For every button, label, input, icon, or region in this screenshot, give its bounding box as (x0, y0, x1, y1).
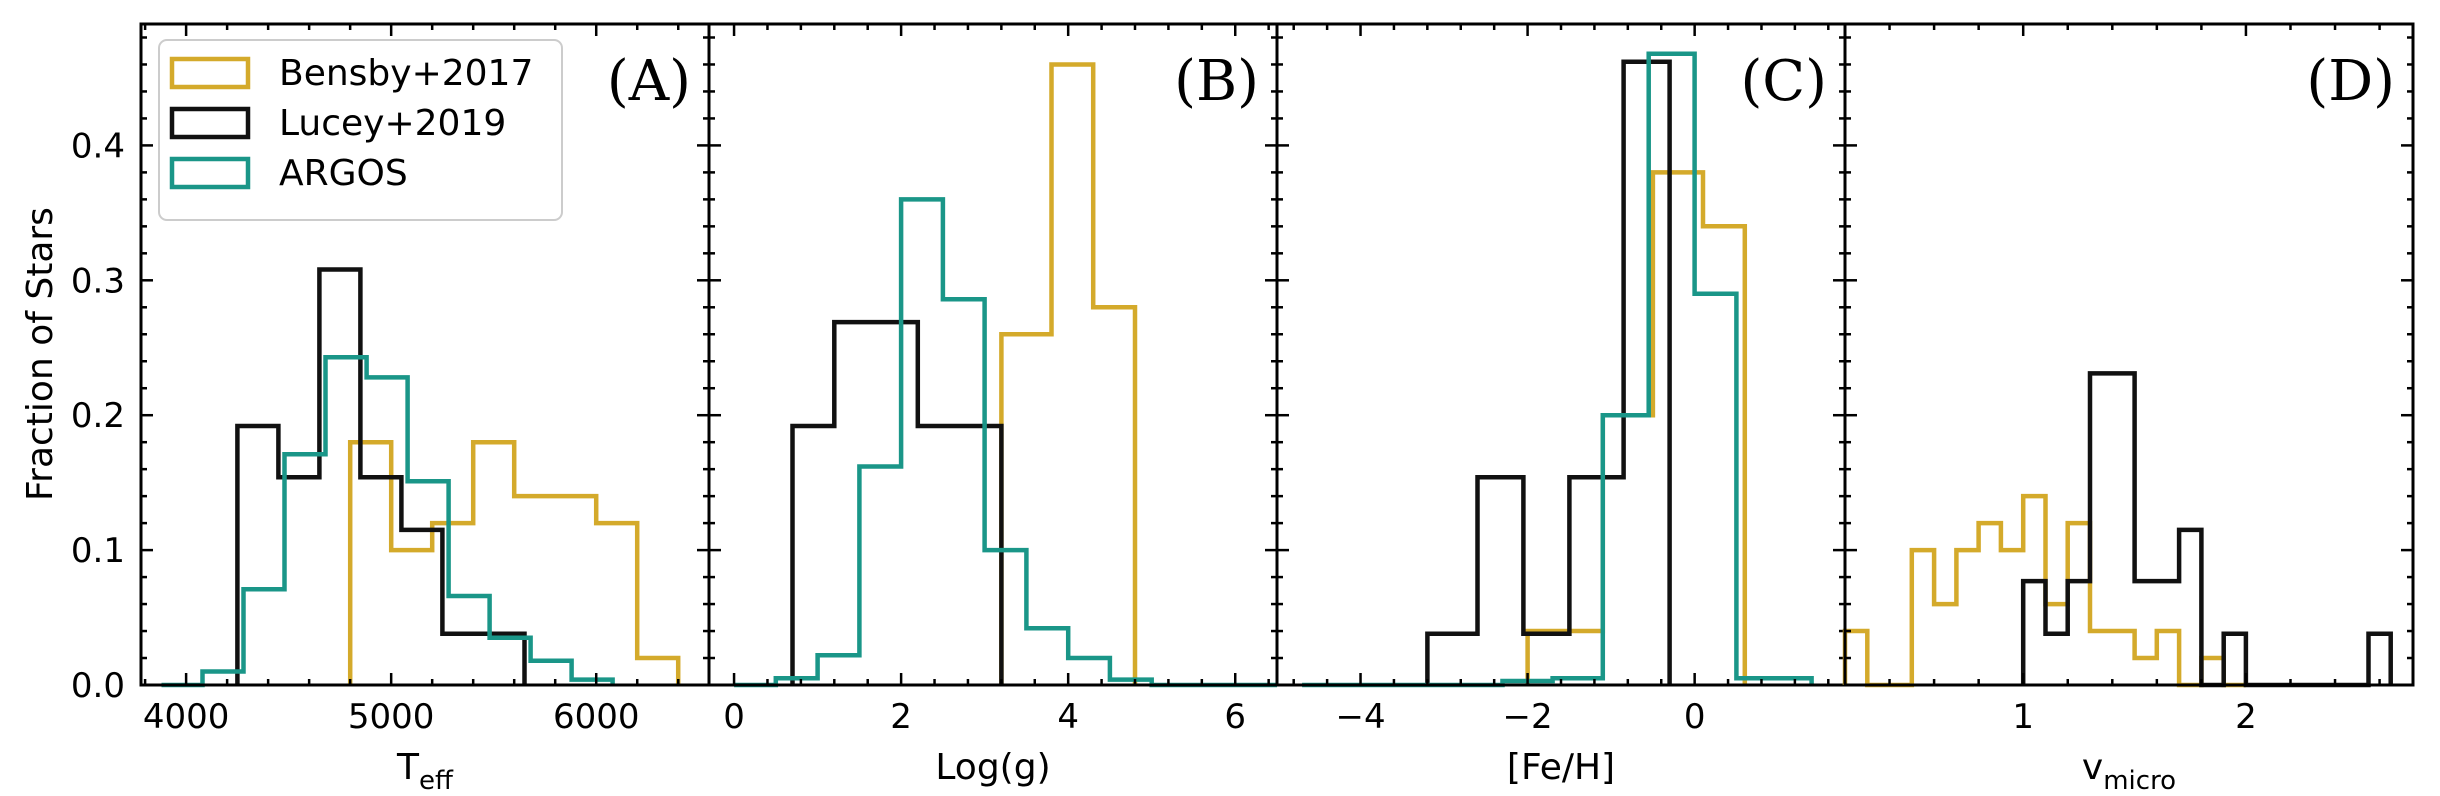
panel-1: 4000 5000 6000 0.0 0.1 0.2 0.3 0.4 Teff (A) (71, 22, 711, 796)
histogram-argos (734, 197, 1277, 688)
x-tick-label: 2 (890, 697, 912, 737)
x-tick-label: 2 (2235, 697, 2257, 737)
legend-swatch (169, 106, 251, 140)
histogram-lucey-2019 (790, 319, 1004, 685)
histogram-lucey-2019 (235, 267, 527, 685)
legend: Bensby+2017 Lucey+2019 ARGOS (158, 39, 563, 221)
x-tick-label: 0 (1684, 697, 1706, 737)
histogram-bensby-2017 (1525, 170, 1748, 685)
x-tick-label: 6 (1224, 697, 1246, 737)
legend-label: Bensby+2017 (279, 53, 533, 94)
panels-container: 4000 5000 6000 0.0 0.1 0.2 0.3 0.4 Teff (A) 0 2 4 6 Lo… (71, 22, 2415, 796)
legend-label: Lucey+2019 (279, 103, 506, 144)
x-tick-label: 4000 (143, 697, 230, 737)
histogram-lucey-2019 (1425, 59, 1672, 685)
x-tick-label: −4 (1335, 697, 1385, 737)
legend-swatch (169, 56, 251, 90)
histogram-argos (1302, 51, 1814, 688)
x-tick-label: 6000 (553, 697, 640, 737)
x-tick-label: 1 (2012, 697, 2034, 737)
x-tick-label: 4 (1057, 697, 1079, 737)
x-axis-label: [Fe/H] (1507, 747, 1615, 788)
y-axis-label: Fraction of Stars (20, 207, 61, 501)
panel-2: 0 2 4 6 Log(g) (B) (707, 22, 1279, 788)
panel-label: (C) (1740, 49, 1827, 114)
y-tick-label: 0.1 (71, 531, 125, 571)
x-axis-label: Teff (396, 747, 454, 796)
histogram-bensby-2017 (999, 62, 1138, 685)
legend-label: ARGOS (279, 153, 408, 194)
histogram-bensby-2017 (347, 439, 681, 685)
y-tick-label: 0.0 (71, 666, 125, 706)
panel-label: (B) (1174, 49, 1259, 114)
legend-swatch (169, 156, 251, 190)
x-axis-label: vmicro (2082, 747, 2176, 796)
y-tick-label: 0.4 (71, 126, 125, 166)
y-tick-label: 0.2 (71, 396, 125, 436)
panel-frame (1843, 22, 2415, 687)
histogram-lucey-2019 (2020, 371, 2393, 688)
legend-box (158, 39, 563, 221)
panel-label: (A) (607, 49, 691, 114)
x-axis-label: Log(g) (935, 747, 1050, 788)
panel-label: (D) (2306, 49, 2395, 114)
x-tick-label: 5000 (348, 697, 435, 737)
histogram-argos (161, 354, 615, 688)
panel-frame (1275, 22, 1847, 687)
panel-3: −4 −2 0 [Fe/H] (C) (1275, 22, 1847, 788)
histogram-bensby-2017 (1842, 493, 2246, 688)
x-tick-label: 0 (723, 697, 745, 737)
panel-4: 1 2 vmicro (D) (1842, 22, 2415, 796)
x-tick-label: −2 (1503, 697, 1553, 737)
y-tick-label: 0.3 (71, 261, 125, 301)
